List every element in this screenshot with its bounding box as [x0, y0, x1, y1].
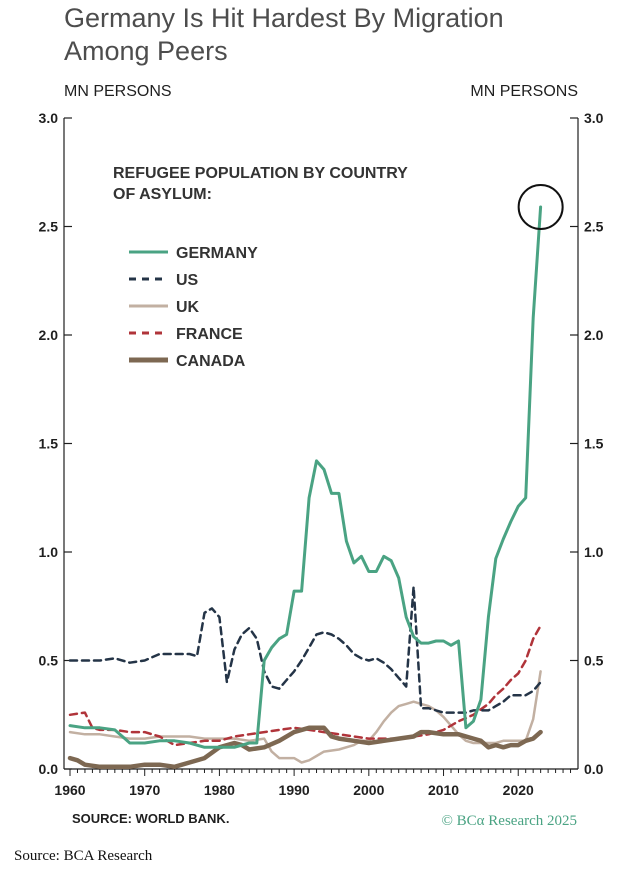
chart-title-line-1: Germany Is Hit Hardest By Migration — [64, 3, 504, 33]
axis-titles: MN PERSONS MN PERSONS — [64, 83, 578, 100]
chart-title: Germany Is Hit Hardest By Migration Amon… — [64, 2, 624, 68]
x-tick-label: 1960 — [54, 782, 85, 798]
y-tick-label-right: 0.5 — [584, 653, 604, 669]
x-tick-label: 2010 — [428, 782, 459, 798]
legend-title-line: REFUGEE POPULATION BY COUNTRY — [113, 165, 408, 182]
y-tick-label-left: 2.5 — [39, 219, 59, 235]
y-tick-label-right: 2.0 — [584, 327, 604, 343]
y-tick-label-left: 2.0 — [39, 327, 59, 343]
series-line-canada — [67, 725, 543, 770]
legend: REFUGEE POPULATION BY COUNTRY OF ASYLUM: G… — [113, 165, 408, 370]
x-tick-label: 1970 — [129, 782, 160, 798]
y-tick-label-left: 0.5 — [39, 653, 59, 669]
y-tick-label-left: 1.5 — [39, 436, 59, 452]
y-tick-label-right: 1.5 — [584, 436, 604, 452]
y-tick-label-left: 3.0 — [39, 110, 59, 126]
source-caption: Source: BCA Research — [14, 848, 153, 864]
series-line-germany — [68, 205, 543, 749]
axes: 0.0 0.0 0.5 0.5 1.0 1.0 1.5 1.5 2.0 2.0 2.5 2.5 3.0 3… — [39, 110, 604, 798]
x-tick-label: 1990 — [279, 782, 310, 798]
legend-label-germany: GERMANY — [176, 245, 258, 262]
copyright-note: © BCα Research 2025 — [442, 813, 577, 829]
legend-label-uk: UK — [176, 299, 200, 316]
series-line-france — [68, 624, 542, 747]
y-tick-label-right: 0.0 — [584, 761, 604, 777]
source-note: SOURCE: WORLD BANK. — [72, 811, 229, 826]
y-tick-label-right: 1.0 — [584, 544, 604, 560]
series-layer — [67, 205, 543, 770]
legend-label-france: FRANCE — [176, 326, 243, 343]
peak-highlight-circle — [517, 183, 564, 230]
y-tick-label-right: 2.5 — [584, 219, 604, 235]
legend-title-line: OF ASYLUM: — [113, 186, 212, 203]
y-axis-title-right: MN PERSONS — [470, 83, 578, 100]
chart-title-line-2: Among Peers — [64, 36, 228, 66]
y-tick-label-left: 1.0 — [39, 544, 59, 560]
y-tick-label-left: 0.0 — [39, 761, 59, 777]
y-axis-title-left: MN PERSONS — [64, 83, 172, 100]
x-tick-label: 1980 — [204, 782, 235, 798]
series-line-us — [68, 585, 542, 714]
legend-label-us: US — [176, 272, 199, 289]
x-tick-label: 2000 — [353, 782, 384, 798]
x-tick-label: 2020 — [503, 782, 534, 798]
legend-label-canada: CANADA — [176, 353, 246, 370]
annotation-layer — [517, 183, 564, 230]
y-tick-label-right: 3.0 — [584, 110, 604, 126]
